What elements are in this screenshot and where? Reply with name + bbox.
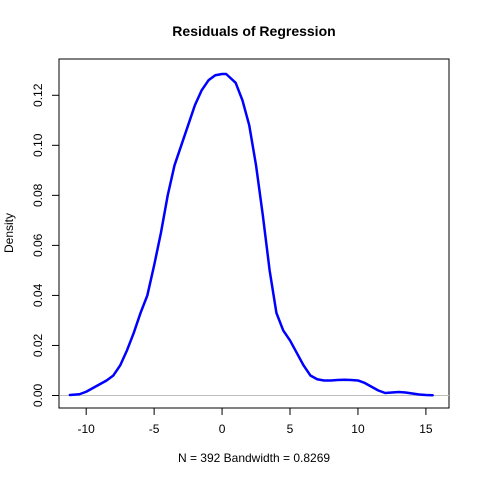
y-tick-label: 0.10	[31, 133, 45, 157]
x-axis: -10 -5 0 5 10 15	[78, 407, 433, 436]
y-tick-label: 0.08	[31, 183, 45, 207]
x-tick-label: 5	[287, 422, 294, 436]
y-tick-label: 0.04	[31, 283, 45, 307]
y-axis-label: Density	[2, 213, 16, 253]
density-curve	[68, 72, 434, 397]
x-tick-label: 0	[219, 422, 226, 436]
y-tick-label: 0.12	[31, 83, 45, 107]
y-axis: 0.00 0.02 0.04 0.06 0.08 0.10 0.12	[31, 83, 60, 407]
chart-title: Residuals of Regression	[172, 23, 335, 39]
y-tick-label: 0.02	[31, 333, 45, 357]
x-tick-label: 15	[419, 422, 433, 436]
x-axis-label: N = 392 Bandwidth = 0.8269	[178, 451, 330, 465]
x-tick-label: 10	[351, 422, 365, 436]
plot-frame	[58, 58, 450, 409]
y-tick-label: 0.06	[31, 233, 45, 257]
x-tick-label: -10	[78, 422, 96, 436]
x-tick-label: -5	[149, 422, 160, 436]
y-tick-label: 0.00	[31, 383, 45, 407]
